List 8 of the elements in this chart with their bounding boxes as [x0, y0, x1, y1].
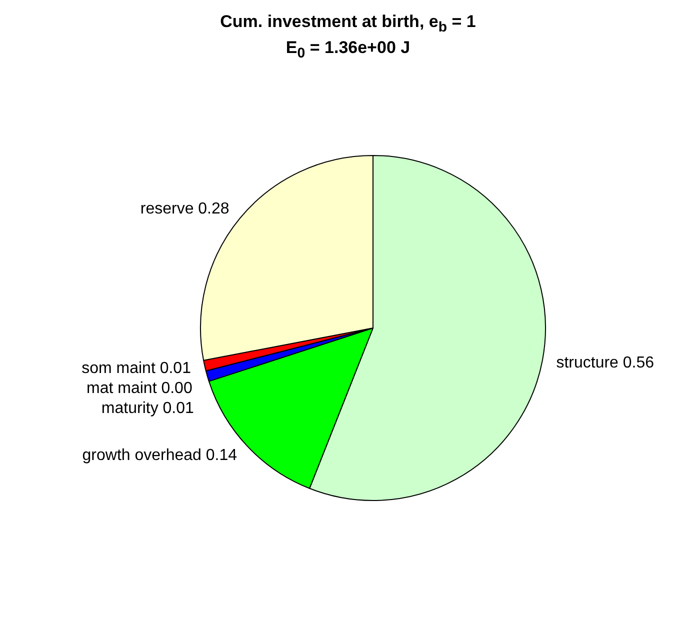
slice-label: structure 0.56: [556, 354, 654, 372]
slice-label: growth overhead 0.14: [82, 447, 238, 464]
category-label: mat maint 0.00: [86, 380, 192, 398]
slice-label: maturity 0.01: [101, 400, 194, 418]
chart-title: Cum. investment at birth, e$_{b}$ = 1: [219, 11, 477, 38]
slice-label: som maint 0.01: [82, 360, 192, 378]
chart-subtitle: E$_{0}$ = 1.36e+00 J: [284, 38, 412, 64]
slice-label: reserve 0.28: [140, 200, 230, 218]
